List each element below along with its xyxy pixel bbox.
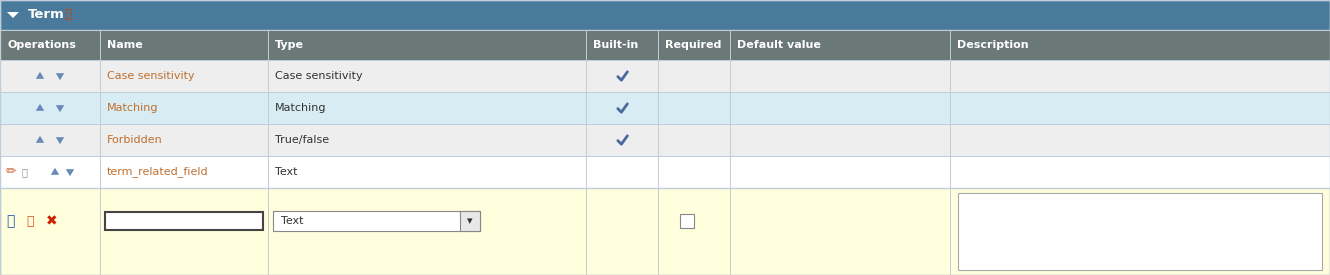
Polygon shape	[36, 136, 44, 143]
Polygon shape	[36, 104, 44, 111]
Text: Term: Term	[28, 9, 65, 21]
Text: 🗑: 🗑	[23, 167, 28, 177]
Text: Description: Description	[958, 40, 1028, 50]
Text: Matching: Matching	[106, 103, 158, 113]
Bar	[0, 60, 1330, 92]
Text: Case sensitivity: Case sensitivity	[106, 71, 194, 81]
Bar	[0, 30, 1330, 60]
Polygon shape	[65, 169, 74, 176]
Text: ➕: ➕	[27, 214, 33, 227]
Bar	[460, 211, 480, 231]
Text: Text: Text	[281, 216, 303, 226]
Polygon shape	[56, 137, 64, 144]
Polygon shape	[56, 73, 64, 80]
Text: Type: Type	[275, 40, 305, 50]
Bar	[0, 156, 1330, 188]
Text: 💾: 💾	[7, 214, 15, 228]
Bar	[105, 212, 263, 230]
Text: ▾: ▾	[467, 216, 472, 226]
Polygon shape	[7, 12, 19, 18]
Text: Required: Required	[665, 40, 721, 50]
Text: True/false: True/false	[275, 135, 329, 145]
Text: term_related_field: term_related_field	[106, 167, 209, 177]
Bar	[0, 124, 1330, 156]
Text: Case sensitivity: Case sensitivity	[275, 71, 363, 81]
Bar	[273, 211, 480, 231]
Text: Operations: Operations	[7, 40, 76, 50]
Text: ✖: ✖	[47, 214, 57, 228]
Bar	[0, 92, 1330, 124]
Text: Forbidden: Forbidden	[106, 135, 162, 145]
Bar	[680, 214, 694, 228]
Text: Name: Name	[106, 40, 142, 50]
Text: Text: Text	[275, 167, 298, 177]
Bar	[958, 193, 1322, 270]
Text: Default value: Default value	[737, 40, 821, 50]
Text: ✏: ✏	[7, 166, 16, 178]
Text: Matching: Matching	[275, 103, 326, 113]
Text: Built-in: Built-in	[593, 40, 638, 50]
Bar	[0, 0, 1330, 30]
Text: ➕: ➕	[64, 9, 72, 21]
Bar	[0, 188, 1330, 275]
Polygon shape	[36, 72, 44, 79]
Polygon shape	[51, 168, 60, 175]
Polygon shape	[56, 105, 64, 112]
